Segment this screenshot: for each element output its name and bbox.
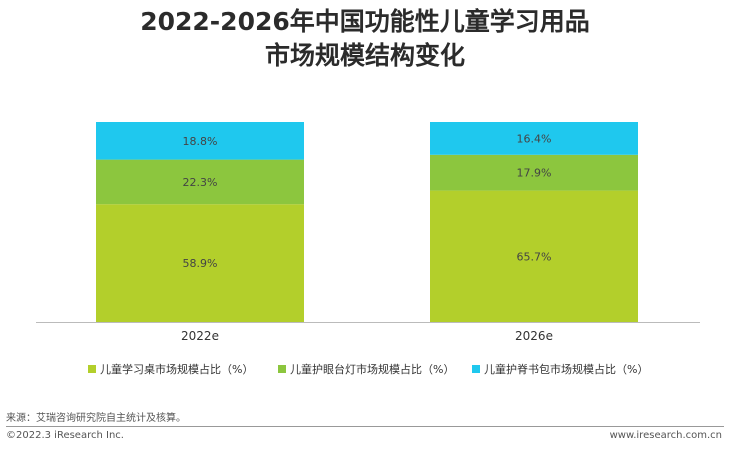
legend-swatch	[88, 365, 96, 373]
bar-segment	[96, 122, 304, 160]
x-tick-label: 2026e	[515, 329, 553, 343]
bar-segment	[430, 154, 638, 191]
legend-swatch	[472, 365, 480, 373]
chart-title-line1: 2022-2026年中国功能性儿童学习用品	[140, 7, 590, 36]
data-label: 16.4%	[517, 132, 552, 145]
data-label: 18.8%	[183, 135, 218, 148]
x-tick-label: 2022e	[181, 329, 219, 343]
copyright-text: ©2022.3 iResearch Inc.	[6, 430, 124, 441]
data-label: 58.9%	[183, 257, 218, 270]
legend-swatch	[278, 365, 286, 373]
bar-segment	[96, 204, 304, 322]
legend-label: 儿童护脊书包市场规模占比（%）	[484, 362, 648, 376]
bar-segment	[96, 159, 304, 205]
data-label: 65.7%	[517, 250, 552, 263]
stacked-bar-chart: 58.9% 22.3% 18.8% 2022e 65.7% 17.9% 16.4% 2026e…	[36, 122, 700, 376]
footer-divider	[6, 426, 724, 427]
data-label: 17.9%	[517, 167, 552, 180]
legend-label: 儿童护眼台灯市场规模占比（%）	[290, 362, 454, 376]
data-label: 22.3%	[183, 176, 218, 189]
source-note: 来源：艾瑞咨询研究院自主统计及核算。	[6, 413, 186, 424]
bar-segment	[430, 122, 638, 155]
website-text: www.iresearch.com.cn	[609, 430, 722, 441]
chart-title-line2: 市场规模结构变化	[264, 41, 465, 70]
bar-segment	[430, 190, 638, 322]
legend-label: 儿童学习桌市场规模占比（%）	[100, 362, 253, 376]
